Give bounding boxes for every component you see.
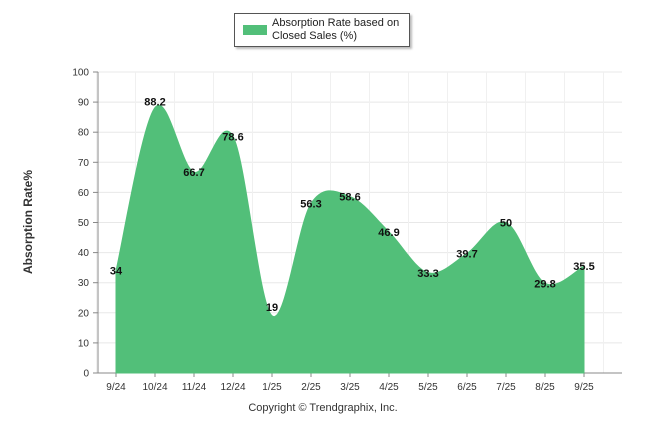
data-label: 29.8 xyxy=(534,278,555,290)
x-tick-label: 9/25 xyxy=(574,382,594,393)
x-tick-label: 2/25 xyxy=(301,382,321,393)
x-tick-label: 10/24 xyxy=(142,382,167,393)
data-label: 34 xyxy=(110,266,123,278)
data-label: 78.6 xyxy=(222,131,243,143)
y-tick-label: 10 xyxy=(78,338,90,349)
y-tick-label: 90 xyxy=(78,98,90,109)
y-tick-label: 70 xyxy=(78,158,90,169)
data-label: 58.6 xyxy=(339,192,360,204)
y-tick-label: 80 xyxy=(78,128,90,139)
x-tick-label: 3/25 xyxy=(340,382,360,393)
legend-label: Absorption Rate based on Closed Sales (%… xyxy=(272,17,400,42)
x-tick-label: 8/25 xyxy=(535,382,555,393)
data-label: 46.9 xyxy=(378,227,399,239)
x-tick-label: 7/25 xyxy=(496,382,516,393)
data-label: 35.5 xyxy=(573,261,594,273)
data-label-layer: 34 88.2 66.7 78.6 19 56.3 58.6 46.9 33.3 39.7 50 29… xyxy=(110,97,595,314)
copyright-footer: Copyright © Trendgraphix, Inc. xyxy=(248,402,398,414)
data-label: 88.2 xyxy=(144,97,165,109)
y-tick-label: 60 xyxy=(78,188,90,199)
y-tick-label: 50 xyxy=(78,218,90,229)
y-tick-label: 30 xyxy=(78,278,90,289)
data-label: 39.7 xyxy=(456,249,477,261)
area-series xyxy=(115,104,585,374)
x-tick-label: 11/24 xyxy=(182,382,207,393)
y-tick-label: 40 xyxy=(78,248,90,259)
data-label: 33.3 xyxy=(417,268,438,280)
y-tick-label: 0 xyxy=(83,369,89,380)
x-tick-label: 1/25 xyxy=(262,382,282,393)
data-label: 66.7 xyxy=(183,167,204,179)
y-axis-label: Absorption Rate% xyxy=(21,170,35,275)
y-tick-label: 20 xyxy=(78,308,90,319)
data-label: 56.3 xyxy=(300,199,321,211)
data-label: 50 xyxy=(500,218,512,230)
x-tick-label: 5/25 xyxy=(418,382,438,393)
x-tick-label: 9/24 xyxy=(106,382,126,393)
data-label: 19 xyxy=(266,302,278,314)
legend: Absorption Rate based on Closed Sales (%… xyxy=(234,13,410,47)
x-tick-label: 12/24 xyxy=(220,382,245,393)
x-tick-label: 4/25 xyxy=(379,382,399,393)
legend-swatch xyxy=(243,25,267,35)
x-tick-label: 6/25 xyxy=(457,382,477,393)
area-layer xyxy=(115,104,585,374)
y-tick-label: 100 xyxy=(72,68,89,79)
